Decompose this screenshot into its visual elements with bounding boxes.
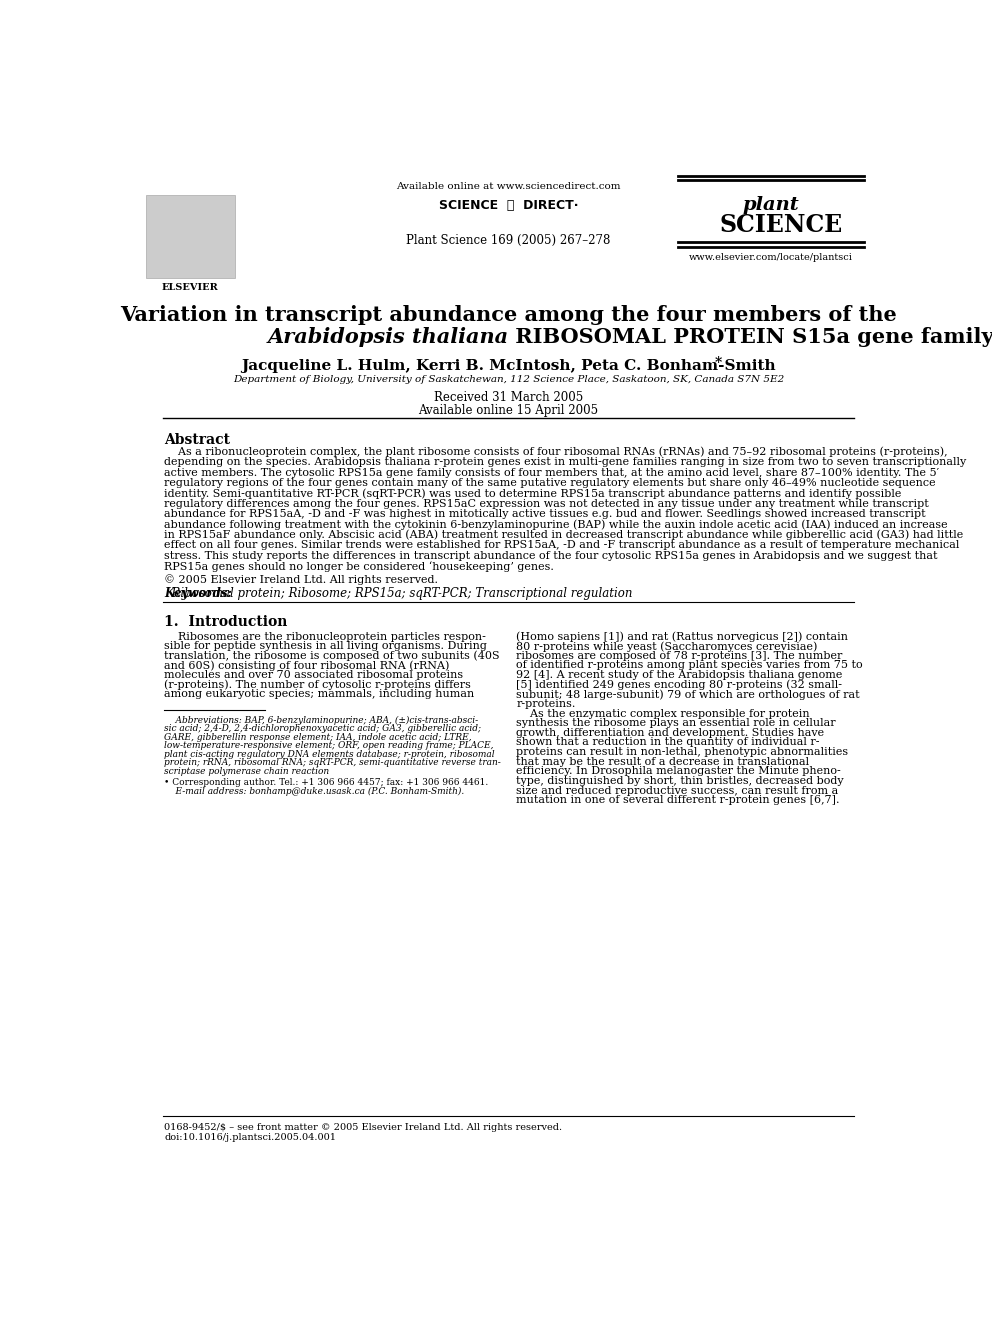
Text: Jacqueline L. Hulm, Kerri B. McIntosh, Peta C. Bonham-Smith: Jacqueline L. Hulm, Kerri B. McIntosh, P… — [241, 359, 776, 373]
Text: As a ribonucleoprotein complex, the plant ribosome consists of four ribosomal RN: As a ribonucleoprotein complex, the plan… — [165, 447, 948, 458]
Text: www.elsevier.com/locate/plantsci: www.elsevier.com/locate/plantsci — [689, 253, 853, 262]
Text: *: * — [714, 356, 722, 370]
Text: • Corresponding author. Tel.: +1 306 966 4457; fax: +1 306 966 4461.: • Corresponding author. Tel.: +1 306 966… — [165, 778, 488, 787]
Text: Abstract: Abstract — [165, 433, 230, 447]
Text: E-mail address: bonhamp@duke.usask.ca (P.C. Bonham-Smith).: E-mail address: bonhamp@duke.usask.ca (P… — [165, 787, 464, 796]
Text: ELSEVIER: ELSEVIER — [162, 283, 218, 292]
Text: efficiency. In Drosophila melanogaster the Minute pheno-: efficiency. In Drosophila melanogaster t… — [516, 766, 841, 777]
Text: doi:10.1016/j.plantsci.2005.04.001: doi:10.1016/j.plantsci.2005.04.001 — [165, 1132, 336, 1142]
Text: growth, differentiation and development. Studies have: growth, differentiation and development.… — [516, 728, 824, 738]
Text: GARE, gibberellin response element; IAA, indole acetic acid; LTRE,: GARE, gibberellin response element; IAA,… — [165, 733, 472, 742]
Text: in RPS15aF abundance only. Abscisic acid (ABA) treatment resulted in decreased t: in RPS15aF abundance only. Abscisic acid… — [165, 531, 963, 541]
Text: SCIENCE: SCIENCE — [719, 213, 843, 237]
Text: r-proteins.: r-proteins. — [516, 699, 575, 709]
Text: Abbreviations: BAP, 6-benzylaminopurine; ABA, (±)cis-trans-absci-: Abbreviations: BAP, 6-benzylaminopurine;… — [165, 716, 478, 725]
Text: Department of Biology, University of Saskatchewan, 112 Science Place, Saskatoon,: Department of Biology, University of Sas… — [233, 376, 784, 384]
Text: abundance following treatment with the cytokinin 6-benzylaminopurine (BAP) while: abundance following treatment with the c… — [165, 520, 948, 531]
Text: (r-proteins). The number of cytosolic r-proteins differs: (r-proteins). The number of cytosolic r-… — [165, 680, 471, 691]
Text: mutation in one of several different r-protein genes [6,7].: mutation in one of several different r-p… — [516, 795, 839, 806]
Text: RIBOSOMAL PROTEIN S15a gene family: RIBOSOMAL PROTEIN S15a gene family — [509, 327, 992, 347]
Text: Variation in transcript abundance among the four members of the: Variation in transcript abundance among … — [120, 306, 897, 325]
Text: As the enzymatic complex responsible for protein: As the enzymatic complex responsible for… — [516, 709, 809, 718]
Text: © 2005 Elsevier Ireland Ltd. All rights reserved.: © 2005 Elsevier Ireland Ltd. All rights … — [165, 574, 438, 585]
Text: scriptase polymerase chain reaction: scriptase polymerase chain reaction — [165, 766, 329, 775]
Text: 80 r-proteins while yeast (Saccharomyces cerevisiae): 80 r-proteins while yeast (Saccharomyces… — [516, 642, 817, 652]
Text: stress. This study reports the differences in transcript abundance of the four c: stress. This study reports the differenc… — [165, 550, 937, 561]
Text: active members. The cytosolic RPS15a gene family consists of four members that, : active members. The cytosolic RPS15a gen… — [165, 467, 939, 478]
FancyBboxPatch shape — [146, 194, 235, 278]
Text: Received 31 March 2005: Received 31 March 2005 — [434, 392, 583, 405]
Text: sic acid; 2,4-D, 2,4-dichlorophenoxyacetic acid; GA3, gibberellic acid;: sic acid; 2,4-D, 2,4-dichlorophenoxyacet… — [165, 724, 481, 733]
Text: regulatory differences among the four genes. RPS15aC expression was not detected: regulatory differences among the four ge… — [165, 499, 930, 509]
Text: plant cis-acting regulatory DNA elements database; r-protein, ribosomal: plant cis-acting regulatory DNA elements… — [165, 750, 495, 758]
Text: Ribosomal protein; Ribosome; RPS15a; sqRT-PCR; Transcriptional regulation: Ribosomal protein; Ribosome; RPS15a; sqR… — [165, 587, 633, 599]
Text: among eukaryotic species; mammals, including human: among eukaryotic species; mammals, inclu… — [165, 689, 474, 700]
Text: subunit; 48 large-subunit) 79 of which are orthologues of rat: subunit; 48 large-subunit) 79 of which a… — [516, 689, 860, 700]
Text: 1.  Introduction: 1. Introduction — [165, 615, 288, 628]
Text: of identified r-proteins among plant species varies from 75 to: of identified r-proteins among plant spe… — [516, 660, 863, 671]
Text: ribosomes are composed of 78 r-proteins [3]. The number: ribosomes are composed of 78 r-proteins … — [516, 651, 842, 660]
Text: (Homo sapiens [1]) and rat (Rattus norvegicus [2]) contain: (Homo sapiens [1]) and rat (Rattus norve… — [516, 631, 848, 642]
Text: RPS15a genes should no longer be considered ‘housekeeping’ genes.: RPS15a genes should no longer be conside… — [165, 561, 555, 572]
Text: SCIENCE  ⓐ  DIRECT·: SCIENCE ⓐ DIRECT· — [438, 198, 578, 212]
Text: that may be the result of a decrease in translational: that may be the result of a decrease in … — [516, 757, 809, 766]
Text: [5] identified 249 genes encoding 80 r-proteins (32 small-: [5] identified 249 genes encoding 80 r-p… — [516, 680, 842, 691]
Text: effect on all four genes. Similar trends were established for RPS15aA, -D and -F: effect on all four genes. Similar trends… — [165, 540, 959, 550]
Text: 0168-9452/$ – see front matter © 2005 Elsevier Ireland Ltd. All rights reserved.: 0168-9452/$ – see front matter © 2005 El… — [165, 1123, 562, 1131]
Text: Keywords:: Keywords: — [165, 587, 232, 599]
Text: Available online at www.sciencedirect.com: Available online at www.sciencedirect.co… — [396, 181, 621, 191]
Text: proteins can result in non-lethal, phenotypic abnormalities: proteins can result in non-lethal, pheno… — [516, 747, 848, 757]
Text: shown that a reduction in the quantity of individual r-: shown that a reduction in the quantity o… — [516, 737, 819, 747]
Text: type, distinguished by short, thin bristles, decreased body: type, distinguished by short, thin brist… — [516, 775, 844, 786]
Text: low-temperature-responsive element; ORF, open reading frame; PLACE,: low-temperature-responsive element; ORF,… — [165, 741, 494, 750]
Text: and 60S) consisting of four ribosomal RNA (rRNA): and 60S) consisting of four ribosomal RN… — [165, 660, 449, 671]
Text: depending on the species. Arabidopsis thaliana r-protein genes exist in multi-ge: depending on the species. Arabidopsis th… — [165, 458, 966, 467]
Text: regulatory regions of the four genes contain many of the same putative regulator: regulatory regions of the four genes con… — [165, 478, 935, 488]
Text: abundance for RPS15aA, -D and -F was highest in mitotically active tissues e.g. : abundance for RPS15aA, -D and -F was hig… — [165, 509, 926, 519]
Text: plant: plant — [743, 196, 800, 214]
Text: identity. Semi-quantitative RT-PCR (sqRT-PCR) was used to determine RPS15a trans: identity. Semi-quantitative RT-PCR (sqRT… — [165, 488, 902, 499]
Text: translation, the ribosome is composed of two subunits (40S: translation, the ribosome is composed of… — [165, 651, 500, 662]
Text: Available online 15 April 2005: Available online 15 April 2005 — [419, 404, 598, 417]
Text: 92 [4]. A recent study of the Arabidopsis thaliana genome: 92 [4]. A recent study of the Arabidopsi… — [516, 669, 842, 680]
Text: Arabidopsis thaliana: Arabidopsis thaliana — [267, 327, 509, 347]
Text: synthesis the ribosome plays an essential role in cellular: synthesis the ribosome plays an essentia… — [516, 718, 836, 728]
Text: Ribosomes are the ribonucleoprotein particles respon-: Ribosomes are the ribonucleoprotein part… — [165, 631, 486, 642]
Text: protein; rRNA, ribosomal RNA; sqRT-PCR, semi-quantitative reverse tran-: protein; rRNA, ribosomal RNA; sqRT-PCR, … — [165, 758, 501, 767]
Text: size and reduced reproductive success, can result from a: size and reduced reproductive success, c… — [516, 786, 838, 795]
Text: sible for peptide synthesis in all living organisms. During: sible for peptide synthesis in all livin… — [165, 642, 487, 651]
Text: molecules and over 70 associated ribosomal proteins: molecules and over 70 associated ribosom… — [165, 669, 463, 680]
Text: Plant Science 169 (2005) 267–278: Plant Science 169 (2005) 267–278 — [406, 234, 611, 247]
